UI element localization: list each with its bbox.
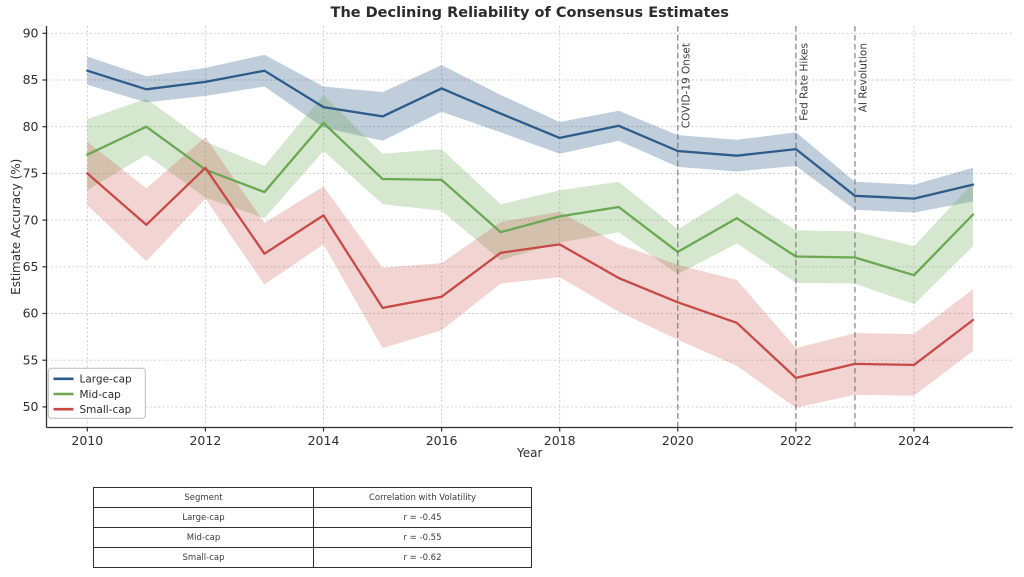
table-row: Large-cap r = -0.45 <box>93 507 532 528</box>
table-row: Mid-cap r = -0.55 <box>93 527 532 548</box>
mid-cap-confidence-band <box>87 94 974 305</box>
correlation-cell: r = -0.45 <box>313 507 532 528</box>
y-tick-label: 65 <box>23 259 39 274</box>
x-tick-label: 2022 <box>780 433 812 448</box>
x-tick-label: 2016 <box>426 433 458 448</box>
correlation-table: Segment Correlation with Volatility Larg… <box>93 487 532 568</box>
small-cap-confidence-band <box>87 137 974 408</box>
segment-cell: Mid-cap <box>93 527 314 548</box>
event-label-ai-revolution: AI Revolution <box>857 43 869 112</box>
legend-label-mid-cap: Mid-cap <box>80 389 122 401</box>
y-tick-label: 90 <box>23 26 39 41</box>
large-cap-line <box>86 69 975 200</box>
event-label-covid-19-onset: COVID-19 Onset <box>680 43 692 128</box>
x-tick-label: 2012 <box>189 433 221 448</box>
y-tick-label: 60 <box>23 306 39 321</box>
table-row: Small-cap r = -0.62 <box>93 547 532 568</box>
y-tick-label: 70 <box>23 212 39 227</box>
table-header-row: Segment Correlation with Volatility <box>93 487 532 508</box>
legend-label-large-cap: Large-cap <box>80 374 133 386</box>
x-tick-label: 2020 <box>662 433 694 448</box>
y-axis-label: Estimate Accuracy (%) <box>9 159 23 295</box>
x-tick-label: 2014 <box>308 433 340 448</box>
y-tick-label: 50 <box>23 399 39 414</box>
y-tick-label: 85 <box>23 72 39 87</box>
correlation-cell: r = -0.62 <box>313 547 532 568</box>
segment-cell: Large-cap <box>93 507 314 528</box>
small-cap-line <box>86 166 975 380</box>
x-tick-label: 2010 <box>71 433 103 448</box>
legend-box <box>47 367 146 419</box>
table-header-segment: Segment <box>93 487 314 508</box>
y-tick-label: 55 <box>23 352 39 367</box>
table-header-correlation: Correlation with Volatility <box>313 487 532 508</box>
event-label-fed-rate-hikes: Fed Rate Hikes <box>798 43 810 121</box>
correlation-cell: r = -0.55 <box>313 527 532 548</box>
x-axis-label: Year <box>516 446 542 460</box>
line-chart: COVID-19 Onset Fed Rate Hikes AI Revolutio… <box>9 5 1013 460</box>
mid-cap-line <box>86 121 975 277</box>
large-cap-confidence-band <box>87 54 974 213</box>
y-tick-label: 75 <box>23 166 39 181</box>
legend-label-small-cap: Small-cap <box>80 404 132 416</box>
segment-cell: Small-cap <box>93 547 314 568</box>
y-tick-label: 80 <box>23 119 39 134</box>
x-tick-label: 2018 <box>544 433 576 448</box>
x-tick-label: 2024 <box>898 433 930 448</box>
chart-title: The Declining Reliability of Consensus E… <box>331 5 729 21</box>
